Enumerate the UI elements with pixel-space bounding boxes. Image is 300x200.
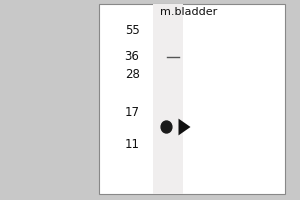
Ellipse shape	[161, 121, 172, 133]
FancyBboxPatch shape	[153, 4, 183, 194]
Text: 11: 11	[124, 138, 140, 152]
Text: 28: 28	[124, 68, 140, 80]
Text: m.bladder: m.bladder	[160, 7, 218, 17]
Polygon shape	[178, 119, 190, 135]
Text: 36: 36	[124, 50, 140, 64]
Text: 55: 55	[125, 24, 140, 38]
Text: 17: 17	[124, 106, 140, 118]
FancyBboxPatch shape	[99, 4, 285, 194]
